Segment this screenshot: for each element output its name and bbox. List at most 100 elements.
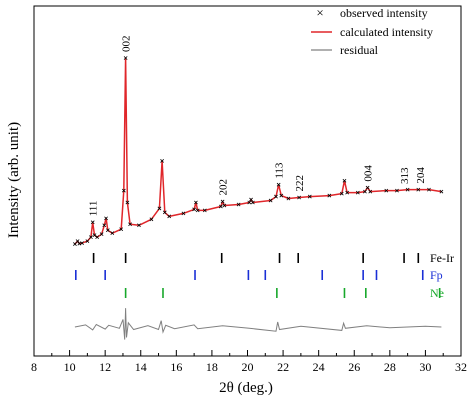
observed-point bbox=[405, 187, 410, 192]
phase-label: Fp bbox=[430, 268, 443, 282]
observed-point bbox=[192, 207, 197, 212]
observed-point bbox=[92, 233, 97, 238]
phase-tick-marks: Fe-Ir Fp Ne bbox=[75, 251, 454, 300]
observed-point bbox=[125, 200, 130, 205]
x-tick-label: 28 bbox=[384, 360, 396, 374]
observed-point bbox=[339, 191, 344, 196]
phase-label: Ne bbox=[430, 286, 444, 300]
peak-label: 111 bbox=[88, 201, 100, 217]
observed-point bbox=[218, 204, 223, 209]
observed-point bbox=[276, 182, 281, 187]
observed-point bbox=[384, 188, 389, 193]
observed-point bbox=[249, 197, 253, 202]
x-tick-label: 30 bbox=[419, 360, 431, 374]
x-tick-label: 32 bbox=[455, 360, 467, 374]
observed-point bbox=[297, 195, 301, 200]
observed-point bbox=[355, 190, 360, 195]
calculated-intensity-series bbox=[74, 57, 442, 245]
peak-label: 204 bbox=[415, 167, 427, 184]
observed-point bbox=[137, 223, 141, 228]
observed-point bbox=[363, 189, 367, 194]
observed-point bbox=[95, 235, 100, 240]
legend-residual-label: residual bbox=[340, 43, 379, 57]
observed-point bbox=[195, 208, 200, 213]
observed-point bbox=[194, 200, 198, 205]
observed-point bbox=[162, 210, 167, 215]
observed-point bbox=[345, 190, 350, 195]
x-tick-label: 22 bbox=[277, 360, 289, 374]
x-tick-label: 10 bbox=[64, 360, 76, 374]
phase-label: Fe-Ir bbox=[430, 251, 454, 265]
x-axis: 8 10 12 14 16 18 20 22 24 26 28 30 32 bbox=[31, 350, 467, 374]
peak-labels: 111 002 202 113 222 004 313 204 bbox=[88, 36, 427, 217]
observed-point bbox=[105, 228, 110, 233]
observed-point bbox=[77, 241, 82, 246]
x-tick-label: 12 bbox=[99, 360, 111, 374]
observed-point bbox=[268, 198, 273, 203]
peak-label: 002 bbox=[121, 36, 133, 53]
observed-point bbox=[327, 193, 332, 198]
observed-point bbox=[157, 206, 162, 211]
observed-point bbox=[416, 187, 421, 192]
observed-point bbox=[123, 56, 128, 60]
x-tick-label: 20 bbox=[242, 360, 254, 374]
observed-point bbox=[368, 189, 373, 194]
x-tick-label: 26 bbox=[348, 360, 360, 374]
legend-observed-label: observed intensity bbox=[340, 6, 428, 20]
observed-point bbox=[128, 222, 132, 227]
observed-point bbox=[279, 193, 284, 198]
observed-point bbox=[247, 200, 252, 205]
legend-observed-marker: × bbox=[316, 5, 323, 20]
residual-series bbox=[74, 308, 442, 340]
observed-point bbox=[236, 202, 241, 207]
peak-label: 004 bbox=[363, 165, 375, 182]
observed-point bbox=[90, 220, 95, 225]
plot-frame bbox=[33, 5, 462, 357]
observed-point bbox=[149, 217, 154, 222]
observed-point bbox=[89, 235, 93, 240]
observed-point bbox=[220, 199, 225, 204]
observed-point bbox=[250, 200, 255, 205]
observed-point bbox=[427, 187, 431, 192]
residual-line bbox=[74, 308, 442, 340]
observed-point bbox=[274, 194, 278, 199]
observed-point bbox=[365, 185, 370, 190]
x-tick-label: 16 bbox=[170, 360, 182, 374]
legend: × observed intensity calculated intensit… bbox=[311, 5, 433, 57]
observed-point bbox=[110, 231, 115, 236]
observed-point bbox=[121, 188, 126, 193]
peak-label: 202 bbox=[218, 179, 230, 196]
observed-point bbox=[342, 178, 347, 183]
peak-label: 222 bbox=[294, 175, 306, 192]
y-axis-label: Intensity (arb. unit) bbox=[6, 122, 22, 238]
observed-point bbox=[104, 216, 108, 221]
observed-point bbox=[181, 211, 186, 216]
observed-point bbox=[73, 242, 77, 246]
x-tick-label: 8 bbox=[31, 360, 37, 374]
legend-calculated-label: calculated intensity bbox=[340, 25, 433, 39]
observed-point bbox=[102, 223, 107, 228]
x-tick-label: 14 bbox=[135, 360, 147, 374]
observed-point bbox=[202, 208, 207, 213]
calculated-line bbox=[74, 57, 442, 245]
observed-point bbox=[75, 239, 80, 243]
x-axis-label: 2θ (deg.) bbox=[219, 380, 273, 396]
observed-point bbox=[167, 214, 172, 219]
observed-point bbox=[286, 196, 291, 201]
peak-label: 313 bbox=[399, 167, 411, 184]
observed-point bbox=[80, 241, 84, 245]
observed-intensity-series bbox=[73, 56, 444, 246]
observed-point bbox=[85, 239, 90, 243]
observed-point bbox=[119, 227, 124, 232]
observed-point bbox=[222, 203, 227, 208]
observed-point bbox=[307, 194, 312, 199]
peak-label: 113 bbox=[274, 162, 286, 179]
x-tick-label: 24 bbox=[313, 360, 325, 374]
observed-point bbox=[395, 188, 399, 193]
observed-point bbox=[99, 232, 104, 237]
observed-point bbox=[160, 159, 164, 163]
observed-point bbox=[439, 189, 444, 194]
plot-border bbox=[33, 5, 462, 357]
x-tick-label: 18 bbox=[206, 360, 218, 374]
